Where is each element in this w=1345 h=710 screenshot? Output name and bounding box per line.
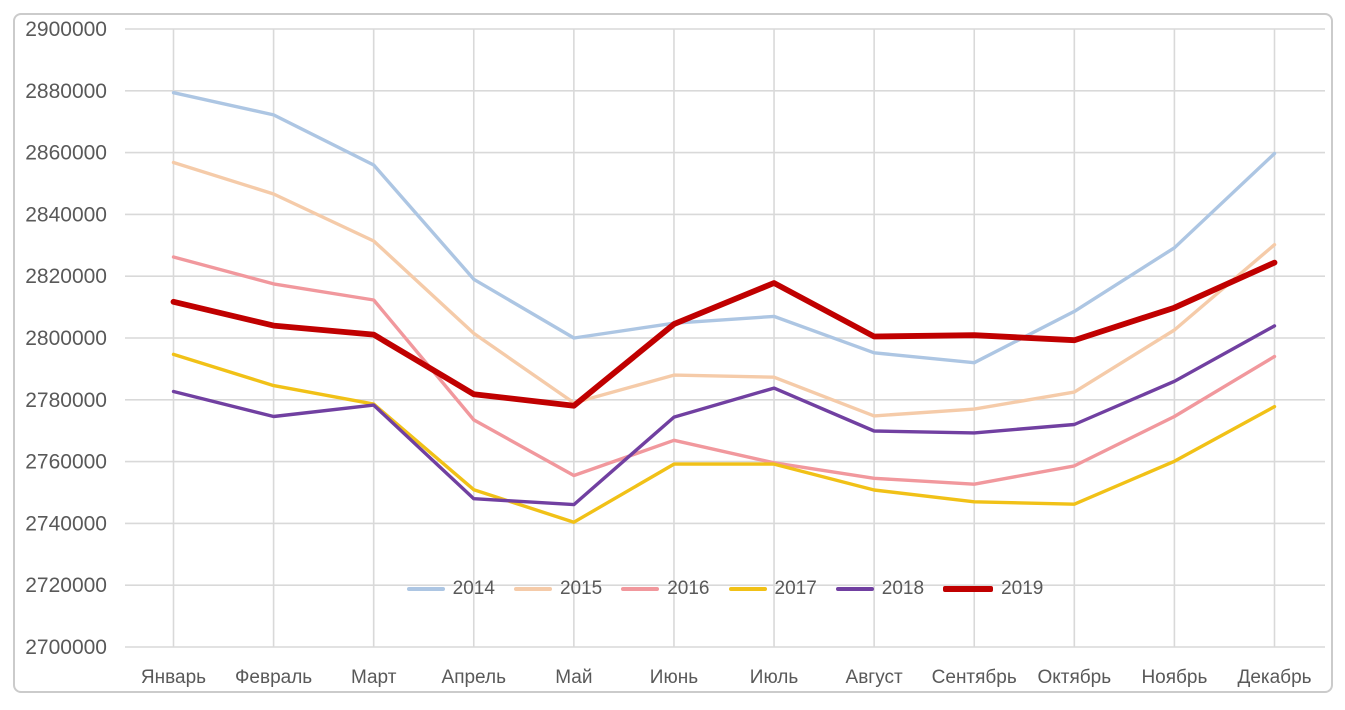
- legend-line-swatch: [513, 587, 552, 591]
- legend-item-2019: 2019: [943, 578, 1043, 600]
- series-line-2015: [171, 160, 1277, 418]
- legend-label: 2014: [452, 578, 495, 599]
- y-axis-label: 2840000: [25, 203, 107, 226]
- y-axis-label: 2880000: [25, 80, 107, 103]
- legend-line-swatch: [406, 587, 445, 591]
- series-line-2016: [171, 255, 1277, 486]
- series-line-2017: [171, 352, 1277, 524]
- legend-item-2018: 2018: [835, 578, 925, 600]
- legend-label: 2015: [559, 578, 603, 599]
- x-axis-label: Август: [846, 667, 903, 688]
- legend-label: 2017: [774, 578, 817, 599]
- legend-label: 2016: [667, 578, 710, 599]
- y-axis-label: 2780000: [25, 389, 107, 412]
- legend-item-2017: 2017: [728, 578, 817, 600]
- x-axis-label: Сентябрь: [932, 667, 1017, 688]
- legend-line-swatch: [835, 587, 874, 591]
- x-axis-label: Декабрь: [1237, 667, 1311, 688]
- y-axis-label: 2800000: [25, 327, 107, 350]
- y-axis-label: 2900000: [25, 18, 107, 41]
- legend-label: 2018: [881, 578, 925, 599]
- series-line-2019: [170, 259, 1278, 409]
- y-axis-label: 2820000: [25, 265, 107, 288]
- series-line-2014: [171, 90, 1277, 365]
- series-line-2018: [171, 324, 1277, 507]
- x-axis-label: Январь: [141, 667, 206, 688]
- x-axis-label: Октябрь: [1037, 667, 1111, 688]
- x-axis-label: Май: [555, 667, 592, 688]
- legend-line-swatch: [728, 587, 767, 591]
- y-axis-label: 2740000: [25, 512, 107, 535]
- x-axis-label: Июль: [750, 667, 799, 688]
- legend-line-swatch: [943, 586, 994, 592]
- legend-item-2014: 2014: [406, 578, 495, 600]
- y-axis-label: 2700000: [25, 636, 107, 659]
- legend-item-2015: 2015: [513, 578, 603, 600]
- x-axis-label: Июнь: [650, 667, 698, 688]
- legend-line-swatch: [621, 587, 660, 591]
- y-axis-label: 2720000: [25, 574, 107, 597]
- chart-legend: 2014 2015 2016 2017 2018 2019: [125, 575, 1325, 603]
- y-axis-label: 2760000: [25, 451, 107, 474]
- x-axis-label: Апрель: [442, 667, 507, 688]
- x-axis-label: Март: [351, 667, 397, 688]
- legend-label: 2019: [1001, 578, 1044, 599]
- y-axis-label: 2860000: [25, 142, 107, 165]
- legend-item-2016: 2016: [621, 578, 710, 600]
- x-axis-label: Ноябрь: [1141, 667, 1207, 688]
- x-axis-label: Февраль: [235, 667, 312, 688]
- chart-border: [13, 13, 1333, 693]
